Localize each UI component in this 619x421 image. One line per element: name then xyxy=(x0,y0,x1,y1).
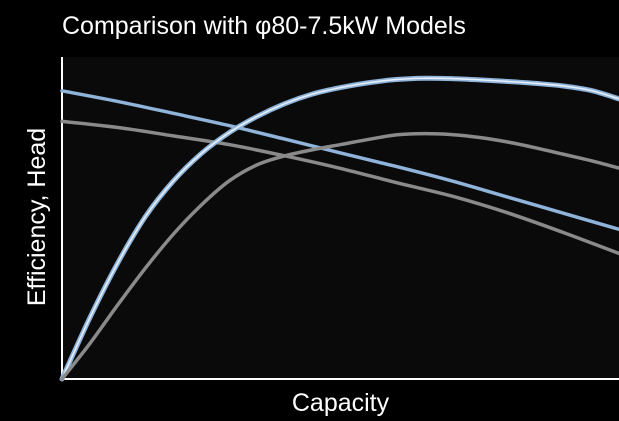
series-line-4 xyxy=(60,131,619,381)
x-axis-label: Capacity xyxy=(291,389,390,417)
series-path-2 xyxy=(60,119,619,256)
chart-title: Comparison with φ80-7.5kW Models xyxy=(62,12,466,40)
series-path-4 xyxy=(60,131,619,381)
series-path-1 xyxy=(60,89,619,232)
series-line-2 xyxy=(60,119,619,256)
series-core-3 xyxy=(61,77,619,380)
y-axis-label: Efficiency, Head xyxy=(23,127,51,307)
series-line-3 xyxy=(59,75,619,382)
series-layer xyxy=(59,75,619,382)
series-line-1 xyxy=(60,89,619,232)
